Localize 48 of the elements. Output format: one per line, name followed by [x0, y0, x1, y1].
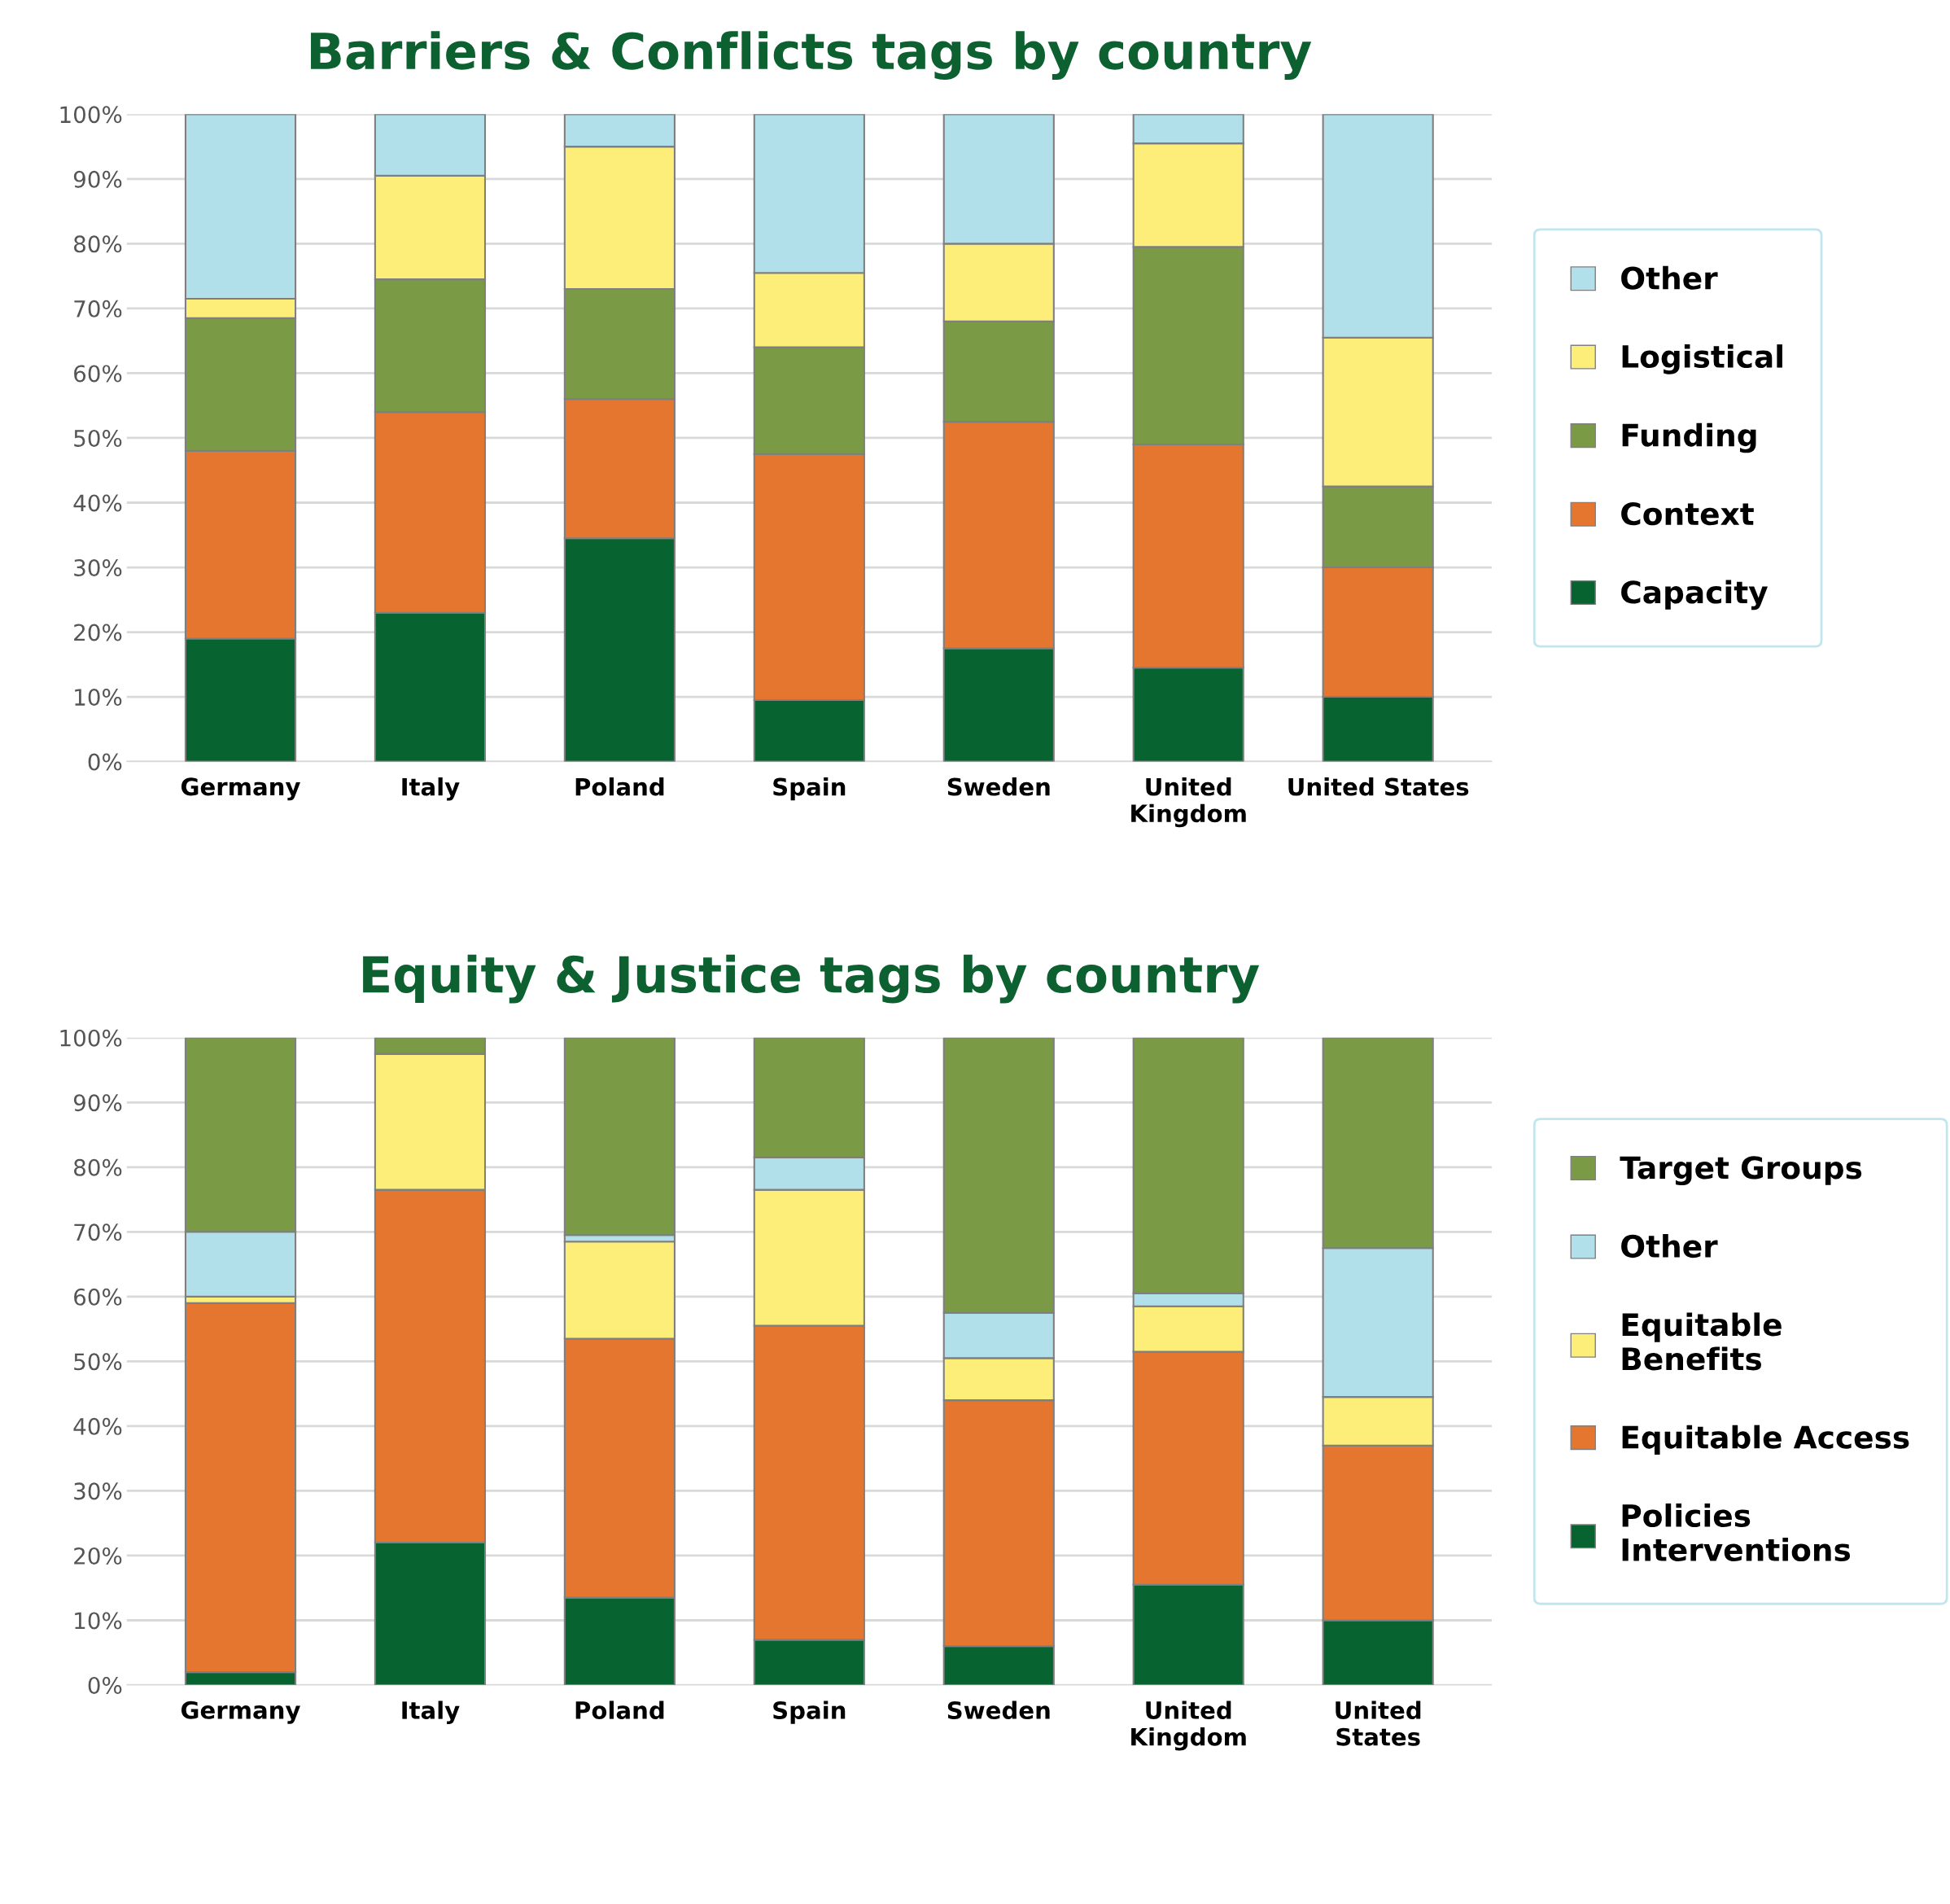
legend-label: Target Groups	[1620, 1156, 1862, 1186]
y-tick-label: 70%	[74, 300, 122, 317]
legend-label: Other	[1621, 265, 1718, 290]
y-tick-label: 60%	[74, 1288, 122, 1306]
y-tick-label: 10%	[75, 1612, 122, 1630]
y-tick-label: 70%	[74, 1223, 122, 1241]
y-tick-label: 100%	[60, 106, 122, 124]
y-tick-label: 50%	[74, 1353, 122, 1371]
y-tick-label: 10%	[75, 689, 122, 707]
x-tick-label: Poland	[575, 1700, 664, 1720]
y-tick-label: 80%	[74, 1158, 122, 1176]
legend-label: Equitable Access	[1622, 1425, 1909, 1455]
y-tick-label: 60%	[74, 365, 122, 383]
y-tick-label: 40%	[73, 1417, 122, 1435]
legend-label: Logistical	[1622, 344, 1782, 374]
x-tick-label: Sweden	[947, 1700, 1050, 1720]
y-tick-label: 30%	[74, 1482, 122, 1500]
y-tick-label: 100%	[60, 1029, 122, 1047]
x-tick-label: Italy	[402, 777, 460, 801]
x-tick-label: Spain	[773, 1700, 846, 1724]
chart-title: Barriers & Conflicts tags by country	[311, 31, 1312, 80]
y-tick-label: 80%	[74, 235, 122, 253]
x-tick-label: Spain	[773, 777, 846, 801]
x-tick-label: Germany	[181, 1700, 300, 1724]
legend-label: Context	[1621, 501, 1754, 526]
y-tick-label: 20%	[74, 1547, 122, 1565]
y-tick-label: 90%	[73, 170, 122, 188]
x-tick-label: Italy	[402, 1700, 460, 1724]
x-tick-label: Poland	[575, 777, 664, 796]
legend-label: Policies Interventions	[1622, 1503, 1851, 1561]
legend-label: Capacity	[1621, 580, 1768, 611]
x-tick-label: United Kingdom	[1131, 777, 1246, 828]
x-tick-label: Sweden	[947, 777, 1050, 796]
legend-label: Equitable Benefits	[1622, 1312, 1782, 1371]
y-tick-label: 40%	[73, 494, 122, 512]
y-tick-label: 0%	[88, 753, 122, 771]
chart-title: Equity & Justice tags by country	[363, 954, 1260, 1004]
y-tick-label: 50%	[74, 429, 122, 447]
y-tick-label: 20%	[74, 624, 122, 641]
x-tick-label: United Kingdom	[1131, 1700, 1246, 1751]
x-tick-label: United States	[1336, 1700, 1421, 1746]
x-tick-label: United States	[1288, 777, 1469, 796]
x-tick-label: Germany	[181, 777, 300, 801]
y-tick-label: 30%	[74, 558, 122, 576]
legend-label: Funding	[1622, 422, 1756, 453]
legend-label: Other	[1621, 1234, 1718, 1258]
y-tick-label: 90%	[73, 1094, 122, 1112]
y-tick-label: 0%	[88, 1676, 122, 1694]
